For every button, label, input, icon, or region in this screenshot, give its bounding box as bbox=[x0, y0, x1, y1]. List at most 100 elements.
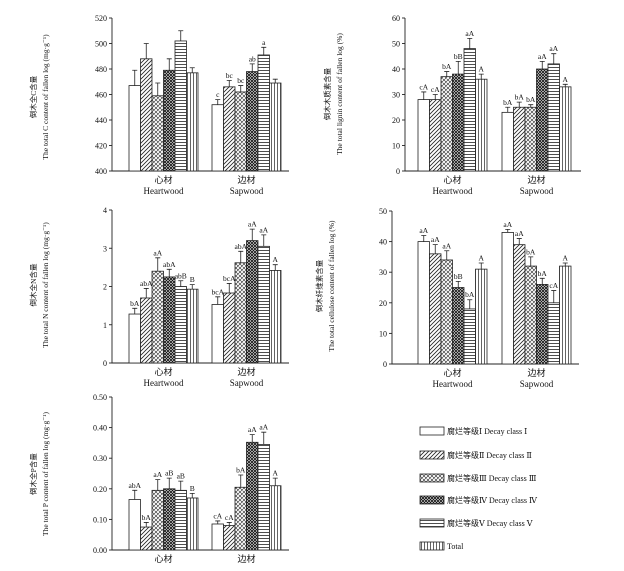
error-bar bbox=[272, 264, 278, 271]
error-bar bbox=[132, 489, 138, 500]
category-label-en: Sapwood bbox=[520, 186, 554, 196]
significance-label: bA bbox=[503, 98, 513, 107]
bar bbox=[501, 232, 514, 365]
bar bbox=[417, 241, 430, 365]
error-bar bbox=[178, 30, 184, 41]
category-label-cn: 心材 bbox=[154, 174, 172, 185]
error-bar bbox=[215, 99, 221, 105]
significance-label: A bbox=[563, 254, 569, 263]
bar bbox=[211, 304, 224, 364]
category-label-cn: 心材 bbox=[154, 553, 172, 564]
error-bar bbox=[551, 53, 557, 64]
error-bar bbox=[226, 80, 232, 87]
bar bbox=[547, 63, 560, 172]
y-tick-label: 520 bbox=[95, 14, 107, 23]
y-tick-label: 10 bbox=[392, 142, 400, 151]
significance-label: abB bbox=[175, 271, 187, 280]
bar bbox=[211, 104, 224, 172]
y-tick-label: 420 bbox=[95, 142, 107, 151]
error-bar bbox=[155, 479, 161, 491]
error-bar bbox=[215, 520, 221, 524]
legend-swatch bbox=[419, 518, 445, 528]
error-bar bbox=[132, 69, 138, 86]
legend-swatch bbox=[419, 541, 445, 551]
significance-label: bA bbox=[142, 513, 152, 522]
significance-label: A bbox=[563, 75, 569, 84]
legend-item: 腐烂等级Ⅲ Decay class Ⅲ bbox=[419, 473, 537, 483]
error-bar bbox=[562, 83, 568, 87]
significance-label: cA bbox=[225, 513, 234, 522]
significance-label: bA bbox=[442, 62, 452, 71]
bar bbox=[174, 286, 187, 364]
y-axis-label-cn: 倒木全C含量 bbox=[28, 75, 38, 118]
significance-label: bA bbox=[526, 95, 536, 104]
bar bbox=[547, 302, 560, 365]
significance-label: abA bbox=[140, 279, 153, 288]
legend-label: 腐烂等级Ⅲ Decay class Ⅲ bbox=[447, 473, 537, 483]
bar bbox=[269, 82, 282, 172]
category-label-cn: 心材 bbox=[443, 367, 461, 378]
y-axis-label-en: The total C content of fallen log (mg·g⁻… bbox=[41, 34, 50, 160]
bar bbox=[440, 76, 453, 172]
error-bar bbox=[467, 299, 473, 309]
y-tick-label: 50 bbox=[392, 40, 400, 49]
error-bar bbox=[272, 78, 278, 84]
y-tick-label: 0.10 bbox=[93, 515, 107, 524]
error-bar bbox=[444, 71, 450, 77]
y-tick-label: 0 bbox=[383, 360, 387, 369]
y-tick-label: 40 bbox=[379, 238, 387, 247]
significance-label: aA bbox=[431, 235, 440, 244]
error-bar bbox=[238, 85, 244, 92]
error-bar bbox=[238, 474, 244, 488]
y-axis-label-cn: 倒木全P含量 bbox=[28, 453, 38, 495]
bar bbox=[223, 292, 236, 364]
category-label-cn: 边材 bbox=[527, 174, 545, 185]
bar bbox=[463, 308, 476, 365]
bar bbox=[151, 489, 164, 551]
error-bar bbox=[455, 60, 461, 75]
error-bar bbox=[166, 268, 172, 277]
significance-label: cA bbox=[431, 85, 440, 94]
y-tick-label: 460 bbox=[95, 91, 107, 100]
bar bbox=[257, 245, 270, 364]
significance-label: bcA bbox=[212, 287, 225, 296]
significance-label: aA bbox=[259, 225, 268, 234]
y-tick-label: 0 bbox=[103, 359, 107, 368]
significance-label: A bbox=[479, 254, 485, 263]
error-bar bbox=[143, 522, 149, 528]
bar bbox=[128, 499, 141, 551]
error-bar bbox=[226, 522, 232, 526]
error-bar bbox=[189, 492, 195, 498]
bar bbox=[163, 276, 176, 364]
legend-item: 腐烂等级Ⅴ Decay class Ⅴ bbox=[419, 518, 533, 528]
legend-swatch bbox=[419, 450, 445, 460]
bar bbox=[211, 523, 224, 551]
legend-label: 腐烂等级Ⅳ Decay class Ⅳ bbox=[447, 495, 538, 505]
error-bar bbox=[528, 256, 534, 267]
bar bbox=[452, 73, 465, 172]
error-bar bbox=[238, 250, 244, 263]
y-tick-label: 440 bbox=[95, 116, 107, 125]
bar bbox=[559, 86, 572, 172]
error-bar bbox=[166, 477, 172, 489]
category-label-en: Heartwood bbox=[433, 186, 473, 196]
legend: 腐烂等级Ⅰ Decay class Ⅰ 腐烂等级Ⅱ Decay class Ⅱ … bbox=[419, 426, 538, 551]
category-label-cn: 边材 bbox=[237, 174, 255, 185]
error-bar bbox=[155, 82, 161, 96]
error-bar bbox=[261, 234, 267, 247]
category-label-cn: 边材 bbox=[237, 366, 255, 377]
y-tick-label: 400 bbox=[95, 167, 107, 176]
error-bar bbox=[516, 101, 522, 108]
y-tick-label: 20 bbox=[379, 299, 387, 308]
y-tick-label: 500 bbox=[95, 40, 107, 49]
category-label-en: Heartwood bbox=[144, 186, 184, 196]
legend-swatch bbox=[419, 473, 445, 483]
error-bar bbox=[143, 288, 149, 298]
error-bar bbox=[249, 434, 255, 443]
significance-label: abA bbox=[129, 481, 142, 490]
error-bar bbox=[178, 480, 184, 491]
error-bar bbox=[249, 228, 255, 241]
bar bbox=[536, 68, 549, 172]
